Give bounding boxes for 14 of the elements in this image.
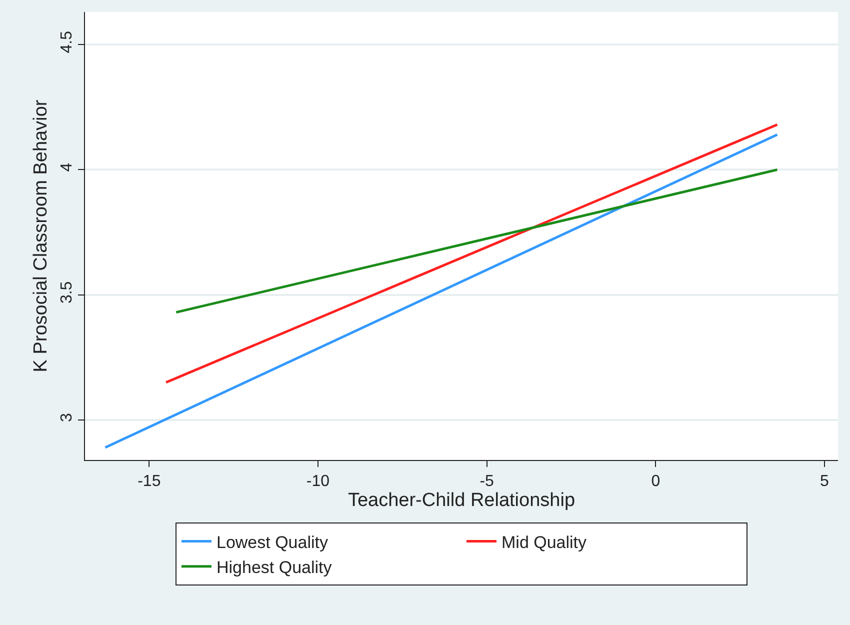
x-axis-title: Teacher-Child Relationship	[348, 490, 576, 512]
x-tick-label: 0	[651, 473, 660, 490]
legend-label: Mid Quality	[502, 532, 588, 552]
y-tick-label: 3	[58, 413, 76, 422]
x-tick-label: -15	[138, 473, 161, 490]
legend-label: Lowest Quality	[216, 532, 328, 552]
y-axis-title: K Prosocial Classroom Behavior	[30, 99, 52, 372]
y-tick-label: 3.5	[58, 281, 76, 304]
x-tick-label: -5	[480, 473, 494, 490]
y-tick-label: 4.5	[58, 30, 76, 54]
legend-label: Highest Quality	[216, 558, 332, 577]
x-tick-label: 5	[820, 473, 830, 490]
y-tick-label: 4	[58, 162, 76, 172]
x-tick-label: -10	[306, 473, 330, 490]
